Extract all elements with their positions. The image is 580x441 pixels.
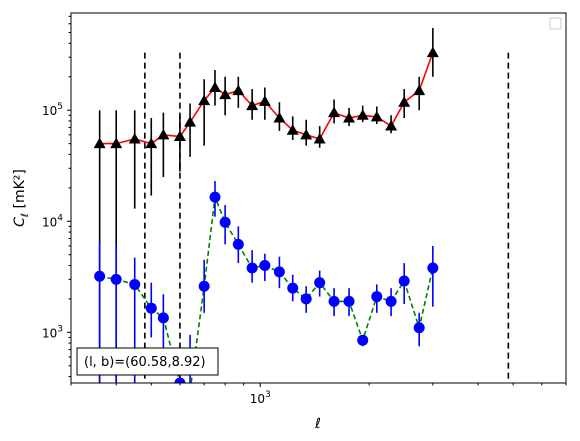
data-point <box>157 128 170 140</box>
data-point <box>300 128 313 140</box>
data-point <box>173 130 186 141</box>
legend-box <box>549 17 562 30</box>
data-point <box>370 110 383 122</box>
vertical-lines-layer <box>144 52 510 383</box>
data-point <box>398 96 411 107</box>
svg-text:Cℓ [mK²]: Cℓ [mK²] <box>12 169 31 227</box>
data-point <box>110 137 123 149</box>
data-point <box>286 124 299 135</box>
data-point <box>287 282 299 294</box>
data-point <box>185 385 196 396</box>
data-point <box>328 295 340 307</box>
y-tick-label: 103 <box>42 324 63 340</box>
data-point <box>246 262 258 274</box>
x-tick-label: 103 <box>250 390 271 406</box>
data-point <box>157 312 169 324</box>
data-point <box>219 88 232 100</box>
data-point <box>300 293 312 305</box>
data-point <box>413 322 425 334</box>
series-layer <box>93 27 439 396</box>
data-point <box>208 81 221 93</box>
y-axis-label-sub: ℓ <box>20 213 31 217</box>
x-axis-label: ℓ <box>314 416 321 432</box>
axes-layer: 103 103 104 105 <box>42 15 567 406</box>
data-point <box>232 238 244 250</box>
data-point <box>174 377 186 383</box>
data-point <box>219 216 231 228</box>
y-tick-label: 105 <box>42 102 63 118</box>
data-point <box>357 334 369 346</box>
data-point <box>328 106 341 118</box>
data-point <box>398 275 410 287</box>
plot-frame <box>70 12 567 384</box>
data-point <box>343 112 356 123</box>
data-point <box>356 109 369 120</box>
data-point <box>94 270 106 282</box>
data-point <box>246 99 259 111</box>
data-point <box>93 137 106 149</box>
data-point <box>273 112 286 123</box>
data-point <box>343 295 355 307</box>
data-point <box>232 84 245 96</box>
data-point <box>413 84 426 96</box>
data-point <box>198 280 210 292</box>
annotation-box: (l, b)=(60.58,8.92) <box>76 347 219 376</box>
data-point <box>184 116 197 127</box>
data-point <box>385 120 398 131</box>
data-point <box>385 295 397 307</box>
data-point <box>145 137 158 149</box>
data-point <box>426 46 439 58</box>
data-point <box>145 302 157 314</box>
data-point <box>427 262 439 274</box>
data-point <box>209 191 221 203</box>
y-axis-label-unit: [mK²] <box>12 169 28 208</box>
data-point <box>313 133 326 144</box>
annotation-text: (l, b)=(60.58,8.92) <box>84 355 206 370</box>
data-point <box>259 259 271 271</box>
data-point <box>128 133 141 144</box>
data-point <box>198 94 211 106</box>
data-point <box>273 266 285 278</box>
data-point <box>314 277 326 289</box>
data-point <box>110 273 122 285</box>
y-axis-label: Cℓ [mK²] <box>12 169 31 227</box>
data-point <box>371 291 383 303</box>
data-point <box>258 95 271 106</box>
y-tick-label: 104 <box>42 213 63 229</box>
y-axis-label-main: C <box>12 217 28 227</box>
data-point <box>129 278 141 290</box>
